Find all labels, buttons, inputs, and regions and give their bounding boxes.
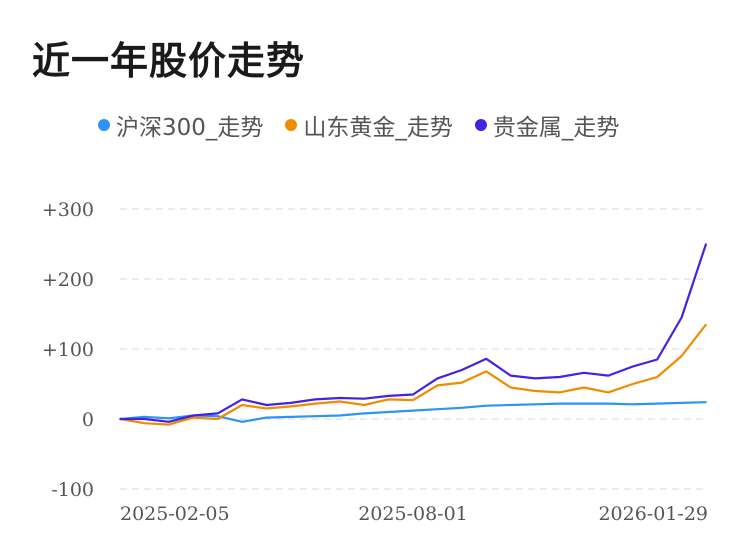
data-point bbox=[558, 402, 561, 405]
data-point bbox=[631, 365, 634, 368]
data-point bbox=[265, 404, 268, 406]
data-point bbox=[485, 404, 488, 407]
legend-dot-icon bbox=[285, 119, 298, 131]
y-tick-label: 0 bbox=[82, 409, 94, 431]
y-tick-label: +200 bbox=[42, 269, 94, 291]
legend-label: 山东黄金_走势 bbox=[303, 115, 453, 141]
data-point bbox=[631, 383, 634, 385]
data-point bbox=[387, 398, 390, 401]
series-2 bbox=[119, 243, 708, 423]
data-point bbox=[338, 397, 341, 399]
data-point bbox=[363, 412, 365, 415]
data-point bbox=[143, 418, 146, 420]
data-point bbox=[143, 422, 146, 425]
data-point bbox=[509, 374, 512, 377]
data-point bbox=[412, 409, 414, 412]
y-tick-label: +100 bbox=[42, 339, 94, 361]
data-point bbox=[558, 391, 561, 394]
legend-item-1[interactable]: 山东黄金_走势 bbox=[285, 108, 453, 142]
data-point bbox=[583, 402, 585, 405]
data-point bbox=[338, 400, 341, 403]
data-point bbox=[656, 376, 658, 378]
data-point bbox=[241, 404, 243, 406]
data-point bbox=[216, 415, 219, 418]
data-point bbox=[290, 416, 292, 418]
data-point bbox=[680, 402, 683, 404]
legend: 沪深300_走势 山东黄金_走势 贵金属_走势 bbox=[98, 108, 619, 142]
data-point bbox=[314, 402, 317, 405]
data-point bbox=[534, 390, 536, 392]
data-point bbox=[680, 316, 683, 319]
data-point bbox=[143, 416, 146, 418]
data-point bbox=[509, 386, 512, 389]
data-point bbox=[412, 393, 414, 396]
data-point bbox=[168, 421, 170, 423]
data-point bbox=[461, 381, 463, 384]
data-point bbox=[241, 421, 243, 423]
data-point bbox=[216, 418, 219, 420]
data-point bbox=[314, 398, 317, 401]
data-point bbox=[705, 243, 707, 245]
legend-dot-icon bbox=[98, 119, 110, 131]
series-1 bbox=[119, 323, 707, 426]
data-point bbox=[436, 384, 439, 387]
page-title: 近一年股价走势 bbox=[32, 39, 306, 83]
data-point bbox=[607, 402, 610, 405]
data-point bbox=[436, 408, 439, 411]
data-point bbox=[631, 403, 634, 406]
data-point bbox=[168, 423, 170, 426]
data-point bbox=[363, 404, 365, 406]
data-point bbox=[363, 397, 365, 400]
data-point bbox=[485, 370, 488, 373]
data-point bbox=[705, 401, 707, 404]
x-tick-label: 2026-01-29 bbox=[598, 503, 708, 525]
data-point bbox=[461, 369, 463, 371]
legend-dot-icon bbox=[474, 119, 487, 131]
data-point bbox=[192, 414, 195, 417]
data-point bbox=[607, 391, 610, 394]
legend-item-2[interactable]: 贵金属_走势 bbox=[474, 108, 620, 142]
data-point bbox=[534, 377, 536, 380]
data-point bbox=[387, 411, 390, 413]
data-point bbox=[265, 416, 268, 419]
data-point bbox=[583, 386, 585, 389]
data-point bbox=[461, 407, 463, 409]
data-point bbox=[241, 398, 243, 401]
y-tick-label: +300 bbox=[42, 199, 94, 221]
x-tick-label: 2025-02-05 bbox=[120, 503, 230, 525]
data-point bbox=[705, 323, 707, 326]
data-point bbox=[168, 417, 170, 420]
data-point bbox=[558, 376, 561, 378]
data-point bbox=[656, 358, 658, 361]
data-point bbox=[412, 399, 414, 401]
data-point bbox=[314, 415, 317, 418]
data-point bbox=[265, 407, 268, 410]
data-point bbox=[583, 372, 585, 374]
legend-label: 贵金属_走势 bbox=[492, 115, 620, 141]
data-point bbox=[119, 418, 121, 420]
data-point bbox=[290, 402, 292, 404]
data-point bbox=[656, 402, 658, 405]
data-point bbox=[387, 395, 390, 397]
data-point bbox=[485, 358, 488, 360]
data-point bbox=[338, 414, 341, 417]
data-point bbox=[216, 412, 219, 415]
data-point bbox=[192, 416, 195, 419]
data-point bbox=[680, 355, 683, 357]
legend-label: 沪深300_走势 bbox=[116, 115, 264, 141]
data-point bbox=[534, 403, 536, 406]
data-point bbox=[436, 377, 439, 380]
data-point bbox=[290, 405, 292, 408]
data-point bbox=[607, 374, 610, 377]
x-tick-label: 2025-08-01 bbox=[358, 503, 468, 525]
data-point bbox=[509, 404, 512, 406]
y-tick-label: -100 bbox=[51, 479, 94, 501]
legend-item-0[interactable]: 沪深300_走势 bbox=[98, 108, 263, 142]
